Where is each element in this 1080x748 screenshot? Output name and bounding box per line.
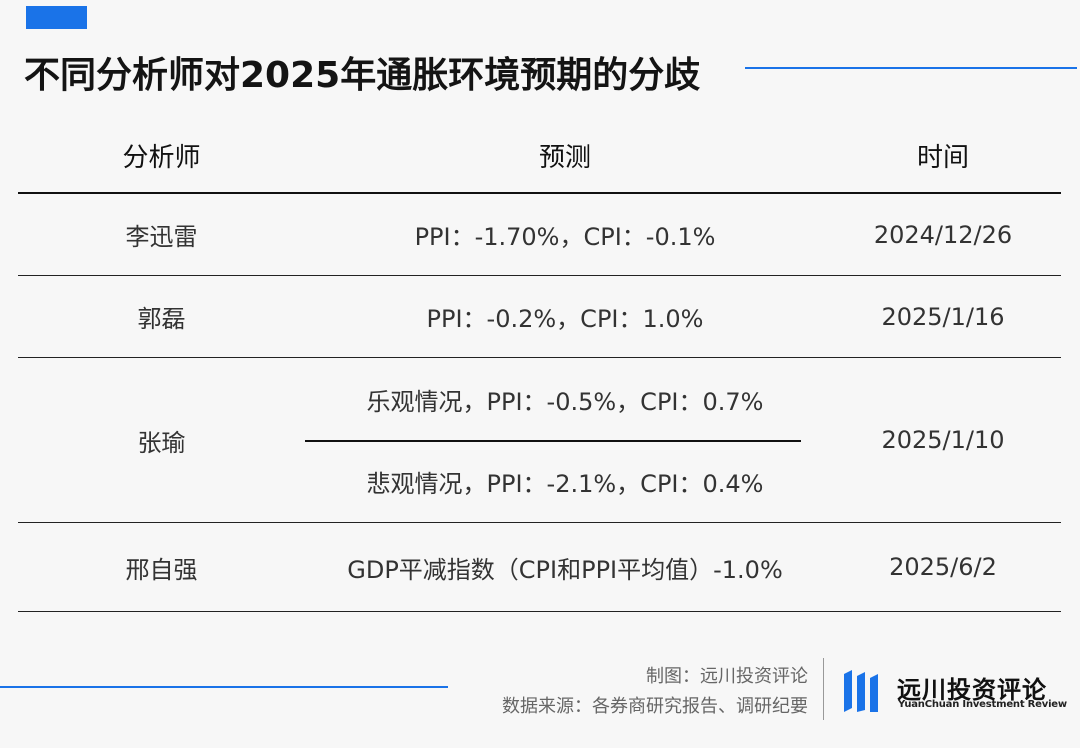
analyst-cell: 张瑜 bbox=[137, 428, 186, 457]
date-cell: 2024/12/26 bbox=[873, 220, 1013, 249]
table-row: 郭磊 PPI：-0.2%，CPI：1.0% 2025/1/16 bbox=[18, 276, 1061, 358]
header-date: 时间 bbox=[916, 142, 969, 173]
table-row: 邢自强 GDP平减指数（CPI和PPI平均值）-1.0% 2025/6/2 bbox=[18, 523, 1061, 612]
date-cell: 2025/1/16 bbox=[881, 302, 1005, 331]
forecast-cell: GDP平减指数（CPI和PPI平均值）-1.0% bbox=[347, 555, 783, 584]
credit-divider bbox=[823, 658, 824, 720]
scenario-divider bbox=[305, 440, 801, 442]
forecast-pessimistic: 悲观情况，PPI：-2.1%，CPI：0.4% bbox=[366, 469, 764, 498]
page-title: 不同分析师对2025年通胀环境预期的分歧 bbox=[24, 55, 701, 96]
header-analyst: 分析师 bbox=[122, 142, 201, 173]
table-row: 李迅雷 PPI：-1.70%，CPI：-0.1% 2024/12/26 bbox=[18, 194, 1061, 276]
source-text: 数据来源：各券商研究报告、调研纪要 bbox=[502, 696, 808, 717]
table-header: 分析师 预测 时间 bbox=[18, 118, 1061, 194]
credits: 制图：远川投资评论 数据来源：各券商研究报告、调研纪要 bbox=[502, 662, 808, 722]
brand-name-en: YuanChuan Investment Review bbox=[898, 699, 1067, 710]
analyst-cell: 李迅雷 bbox=[125, 223, 198, 251]
top-accent-bar bbox=[26, 6, 87, 29]
analyst-cell: 邢自强 bbox=[125, 555, 198, 584]
analyst-cell: 郭磊 bbox=[137, 305, 186, 333]
footer-rule bbox=[0, 686, 448, 688]
brand-name: 远川投资评论 bbox=[897, 676, 1047, 704]
forecast-optimistic: 乐观情况，PPI：-0.5%，CPI：0.7% bbox=[366, 387, 764, 416]
forecast-cell: PPI：-0.2%，CPI：1.0% bbox=[426, 305, 704, 333]
header-forecast: 预测 bbox=[538, 142, 591, 173]
table-row: 张瑜 乐观情况，PPI：-0.5%，CPI：0.7% 悲观情况，PPI：-2.1… bbox=[18, 358, 1061, 523]
forecast-table: 分析师 预测 时间 李迅雷 PPI：-1.70%，CPI：-0.1% 2024/… bbox=[18, 118, 1061, 612]
made-by-text: 制图：远川投资评论 bbox=[646, 666, 808, 687]
title-rule bbox=[745, 67, 1077, 69]
forecast-scenarios: 乐观情况，PPI：-0.5%，CPI：0.7% 悲观情况，PPI：-2.1%，C… bbox=[305, 358, 825, 522]
forecast-cell: PPI：-1.70%，CPI：-0.1% bbox=[414, 223, 716, 251]
date-cell: 2025/1/10 bbox=[881, 426, 1005, 454]
date-cell: 2025/6/2 bbox=[889, 553, 997, 581]
brand-bars-icon bbox=[844, 670, 878, 712]
